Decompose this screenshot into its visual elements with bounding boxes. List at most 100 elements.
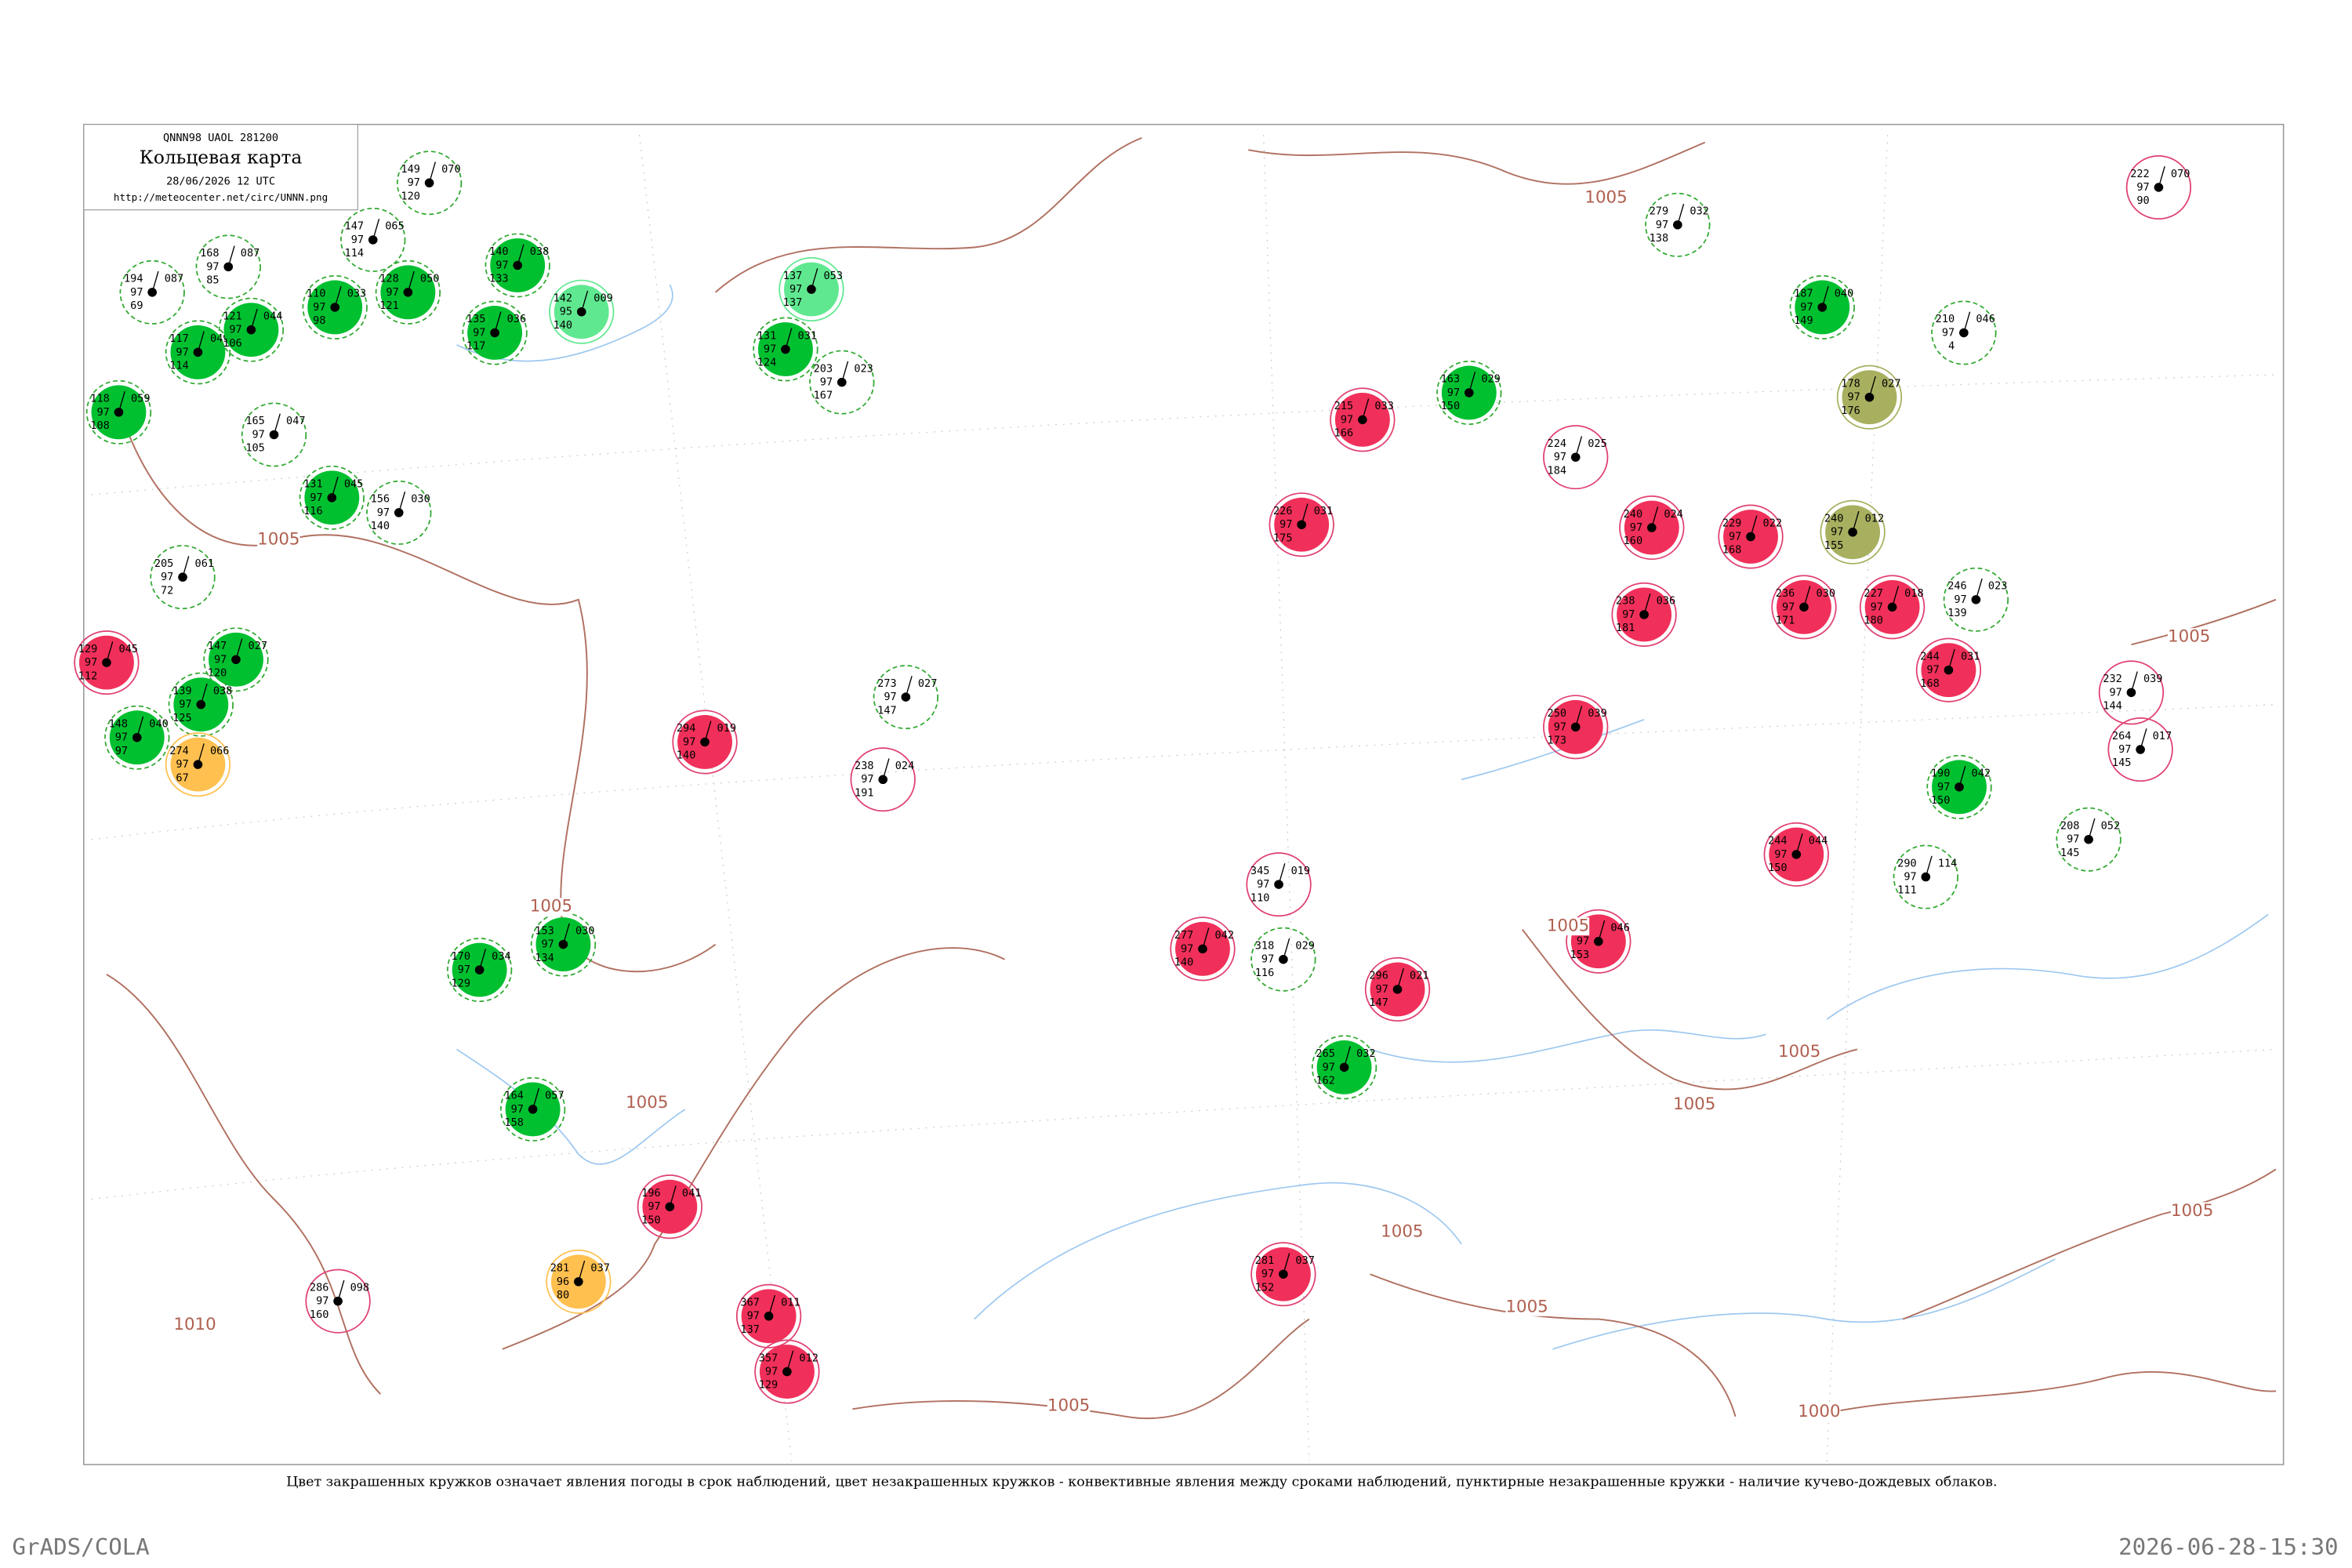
temperature: 97 [2067, 833, 2079, 846]
temperature: 97 [386, 286, 398, 299]
isobar-label-bg [1505, 1298, 1548, 1316]
station-ring [1820, 499, 1886, 564]
pressure: 187 [1794, 288, 1813, 300]
pressure: 238 [1616, 595, 1635, 608]
station-dot [474, 965, 485, 975]
temperature: 97 [1774, 848, 1787, 861]
header-url: http://meteocenter.net/circ/UNNN.png [114, 191, 328, 203]
temperature: 97 [313, 301, 325, 314]
temperature: 97 [115, 731, 128, 744]
temperature: 96 [557, 1276, 569, 1288]
tendency: 053 [823, 270, 843, 282]
temperature: 97 [683, 736, 695, 749]
isobar-label-bg [1798, 1403, 1841, 1421]
temperature: 97 [511, 1103, 524, 1116]
tendency: 044 [263, 310, 283, 323]
isobar-label: 1005 [1547, 916, 1589, 935]
temperature: 97 [1926, 664, 1939, 677]
visibility: 121 [379, 299, 399, 312]
tendency: 036 [507, 313, 527, 325]
pressure: 194 [124, 273, 143, 285]
visibility: 98 [313, 314, 325, 327]
pressure: 156 [371, 493, 390, 506]
station-ring [396, 151, 463, 216]
pressure: 226 [1273, 505, 1293, 517]
header-date: 28/06/2026 12 UTC [166, 175, 275, 187]
wind-barb [532, 1087, 540, 1110]
temperature: 97 [1847, 391, 1860, 404]
wind-barb [811, 268, 818, 290]
station-ring [1836, 365, 1903, 430]
visibility: 184 [1548, 464, 1567, 477]
temperature: 97 [1376, 983, 1388, 996]
station-ring [1718, 504, 1784, 569]
tendency: 046 [1976, 313, 1995, 325]
temperature: 97 [206, 260, 219, 273]
station-dot [781, 344, 790, 354]
visibility: 97 [115, 745, 128, 757]
temperature: 97 [861, 773, 873, 786]
visibility: 175 [1273, 532, 1293, 544]
pressure: 208 [2060, 820, 2080, 833]
wind-barb [428, 162, 436, 183]
station-ring [2125, 154, 2192, 220]
pressure: 148 [109, 718, 129, 731]
temperature: 97 [377, 506, 390, 519]
pressure: 118 [90, 393, 110, 405]
station-dot [665, 1202, 675, 1211]
station: 227 018 97 180 [1859, 575, 1926, 640]
tendency: 057 [545, 1090, 564, 1102]
visibility: 117 [466, 340, 486, 353]
pressure: 165 [245, 415, 265, 427]
visibility: 108 [90, 419, 110, 432]
wind-barb [136, 716, 144, 738]
pressure: 163 [1441, 373, 1461, 386]
wind-barb [1852, 510, 1860, 532]
pressure: 153 [535, 924, 554, 937]
pressure: 117 [169, 332, 189, 345]
wind-barb [1651, 506, 1659, 528]
station: 236 030 97 171 [1771, 575, 1837, 640]
visibility: 137 [740, 1323, 760, 1336]
visibility: 191 [855, 787, 874, 800]
visibility: 4 [1948, 340, 1955, 353]
pressure: 128 [379, 273, 399, 285]
station-ring [1931, 300, 1997, 365]
station-ring [85, 379, 152, 445]
isobar-label-bg [1047, 1397, 1091, 1415]
temperature: 97 [747, 1310, 760, 1323]
tendency: 033 [1374, 400, 1394, 412]
station-dot [1297, 520, 1307, 529]
tendency: 023 [1988, 580, 2008, 593]
pressure: 137 [783, 270, 803, 282]
visibility: 181 [1616, 622, 1635, 634]
station-ring [1330, 387, 1396, 452]
pressure: 296 [1369, 970, 1388, 982]
visibility: 72 [161, 584, 173, 597]
visibility: 160 [310, 1308, 329, 1321]
wind-barb [1677, 203, 1685, 225]
station-ring [1364, 956, 1431, 1022]
wind-barb [200, 683, 208, 705]
station-ring [74, 630, 140, 695]
pressure: 140 [489, 245, 509, 258]
temperature: 97 [130, 286, 143, 299]
footer-right: 2026-06-28-15:30 [2118, 1534, 2338, 1560]
pressure: 274 [169, 745, 189, 757]
wind-barb [2130, 671, 2138, 693]
visibility: 150 [641, 1214, 661, 1226]
temperature: 97 [458, 964, 470, 976]
visibility: 110 [1250, 891, 1270, 904]
isobar-label-bg [1546, 917, 1590, 936]
tendency: 017 [2153, 730, 2172, 742]
